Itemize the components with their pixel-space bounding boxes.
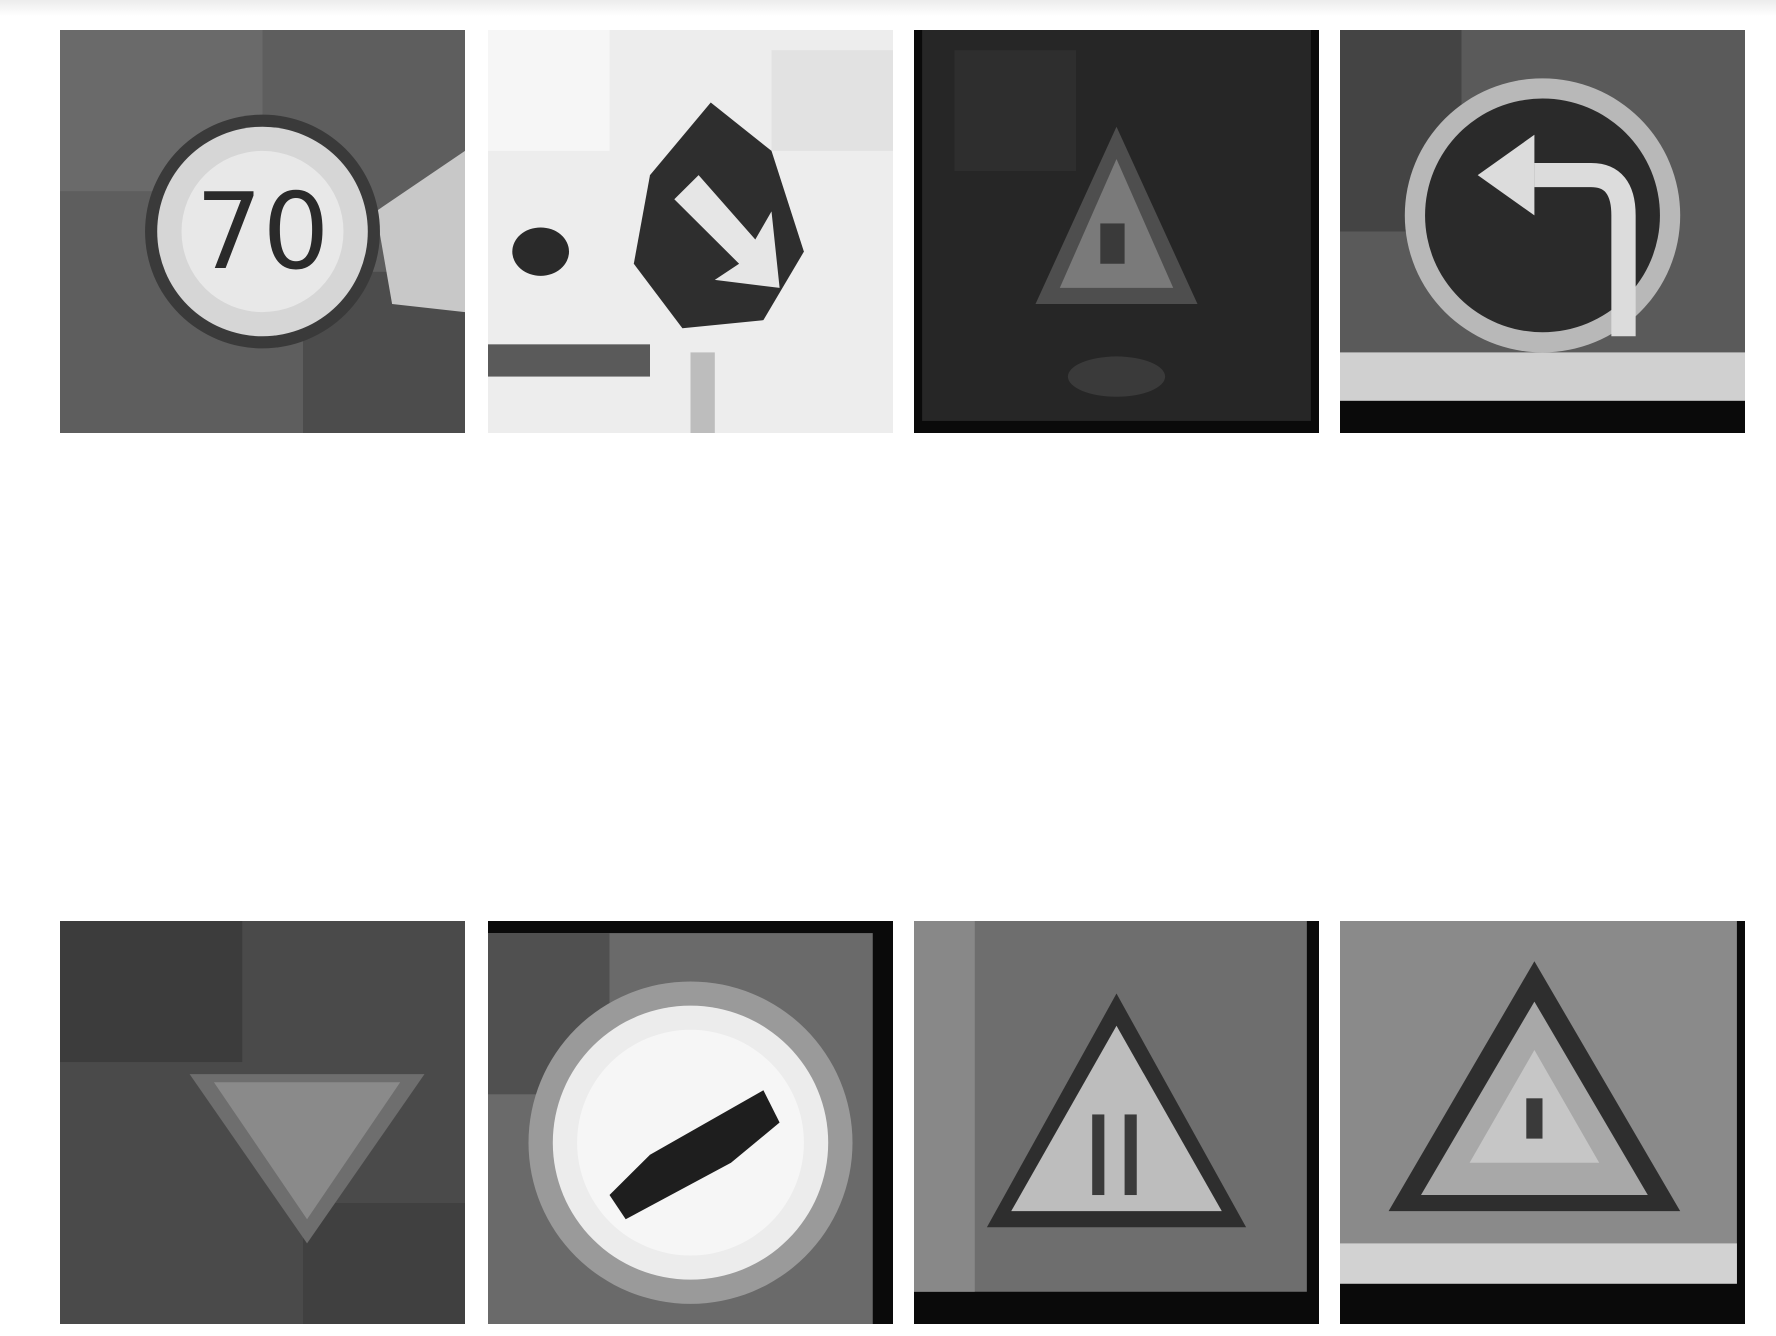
image-turn-left-ahead — [1340, 30, 1745, 433]
road-work-sign-image — [914, 921, 1319, 1324]
image-warning-triangle-light — [1340, 921, 1745, 1324]
sign-text: 70 — [196, 170, 330, 293]
top-shade — [0, 0, 1776, 16]
warning-triangle-sign-image — [914, 30, 1319, 433]
keep-right-sign-image — [488, 30, 893, 433]
image-keep-right — [488, 30, 893, 433]
image-speed-limit-70: 70 — [60, 30, 465, 433]
image-road-work — [914, 921, 1319, 1324]
end-of-restriction-sign-image — [488, 921, 893, 1324]
image-warning-triangle-dark — [914, 30, 1319, 433]
turn-left-ahead-sign-image — [1340, 30, 1745, 433]
speed-limit-70-sign-image: 70 — [60, 30, 465, 433]
yield-sign-image — [60, 921, 465, 1324]
image-end-of-restriction — [488, 921, 893, 1324]
warning-triangle-sign-image — [1340, 921, 1745, 1324]
image-yield — [60, 921, 465, 1324]
